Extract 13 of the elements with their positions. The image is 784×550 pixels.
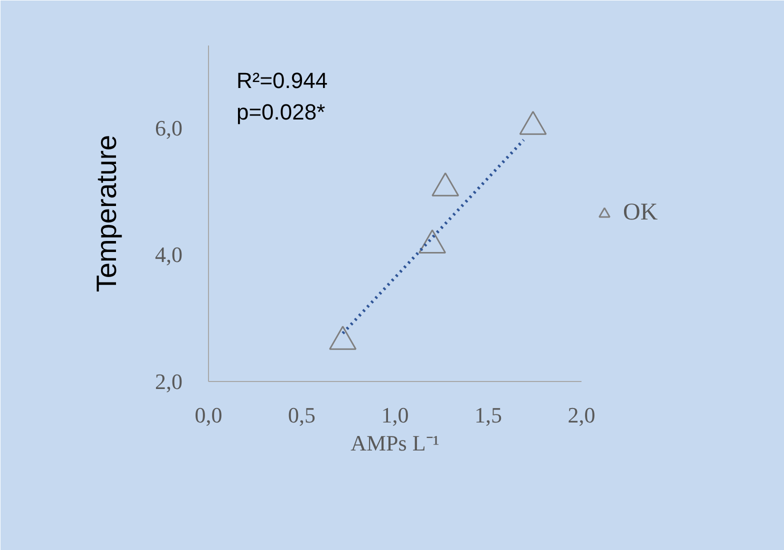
x-tick-label: 1,0: [381, 402, 409, 428]
x-tick-label: 0,5: [288, 402, 316, 428]
y-tick-label: 6,0: [155, 115, 182, 140]
x-tick-label: 0,0: [194, 402, 222, 428]
x-tick-label: 1,5: [474, 402, 502, 428]
annotation: p=0.028*: [236, 100, 326, 125]
legend-label: OK: [623, 200, 658, 226]
y-axis-title: Temperature: [91, 134, 122, 292]
y-tick-label: 4,0: [155, 242, 182, 268]
y-tick-label: 2,0: [155, 369, 182, 394]
x-axis-title: AMPs L⁻¹: [350, 430, 440, 456]
x-tick-label: 2,0: [568, 402, 596, 428]
annotation: R²=0.944: [236, 68, 328, 93]
